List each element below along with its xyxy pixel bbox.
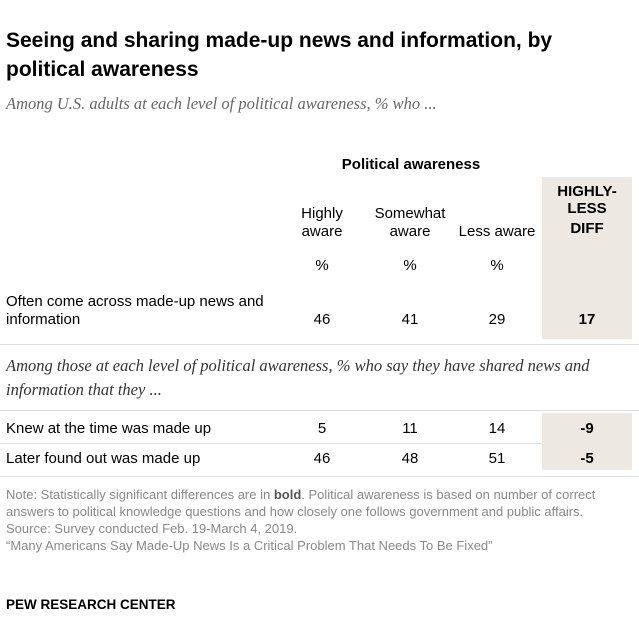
table-cell: 5 <box>317 420 327 437</box>
report-title: “Many Americans Say Made-Up News Is a Cr… <box>6 538 493 553</box>
diff-cell: -9 <box>580 420 594 437</box>
source-note: Source: Survey conducted Feb. 19-March 4… <box>6 521 298 536</box>
table-cell: 46 <box>313 311 331 328</box>
footnote: Note: Statistically significant differen… <box>6 486 636 554</box>
brand-logo: PEW RESEARCH CENTER <box>6 597 176 612</box>
diff-cell: -5 <box>580 450 594 467</box>
divider <box>0 410 639 411</box>
column-header-less: Less aware <box>458 223 536 240</box>
column-header-somewhat: Somewhat aware <box>374 205 446 240</box>
unit-label: % <box>403 257 417 274</box>
diff-column-shade-2 <box>542 413 632 470</box>
section-subtitle: Among those at each level of political a… <box>6 356 590 399</box>
divider <box>0 443 542 444</box>
row-label: Later found out was made up <box>6 450 201 467</box>
table-cell: 29 <box>488 311 506 328</box>
group-header: Political awareness <box>341 156 481 173</box>
table-cell: 51 <box>488 450 506 467</box>
divider <box>0 476 639 477</box>
row-label: Knew at the time was made up <box>6 420 212 437</box>
divider <box>0 344 639 345</box>
table-cell: 14 <box>488 420 506 437</box>
diff-column-shade-1 <box>542 177 632 339</box>
chart-subtitle: Among U.S. adults at each level of polit… <box>6 94 437 113</box>
table-cell: 11 <box>402 420 418 437</box>
chart-title: Seeing and sharing made-up news and info… <box>6 29 553 81</box>
table-cell: 46 <box>313 450 331 467</box>
column-header-highly: Highly aware <box>301 205 343 240</box>
unit-label: % <box>315 257 329 274</box>
table-cell: 48 <box>401 450 419 467</box>
diff-cell: 17 <box>578 311 596 328</box>
diff-header: HIGHLY- LESS DIFF <box>557 183 617 237</box>
row-label: Often come across made-up news and infor… <box>6 293 264 328</box>
unit-label: % <box>490 257 504 274</box>
table-cell: 41 <box>401 311 419 328</box>
